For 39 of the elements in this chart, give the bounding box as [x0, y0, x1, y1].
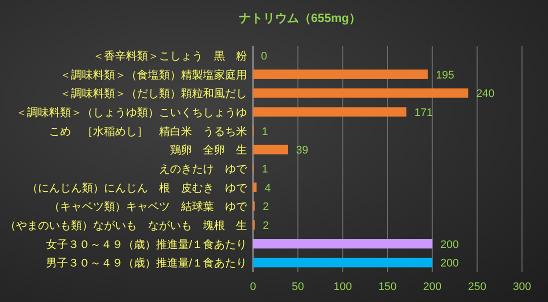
bar — [253, 70, 428, 79]
data-label: 2 — [262, 201, 269, 214]
bar — [253, 88, 468, 98]
data-label: 2 — [262, 220, 269, 232]
data-label: 4 — [264, 182, 271, 194]
y-tick-label: （キャベツ類）キャベツ 結球葉 ゆで — [49, 200, 248, 214]
chart-title: ナトリウム（655mg） — [238, 11, 362, 25]
data-label: 195 — [436, 69, 454, 82]
y-tick-label: ＜調味料類＞（食塩類）精製塩家庭用 — [60, 68, 247, 82]
data-label: 240 — [476, 88, 495, 100]
x-tick-label: 300 — [512, 281, 532, 293]
x-tick-label: 150 — [378, 281, 397, 293]
x-tick-label: 200 — [423, 281, 442, 293]
data-label: 200 — [440, 238, 459, 251]
x-tick-label: 250 — [468, 281, 486, 293]
data-label: 0 — [261, 50, 268, 62]
bar — [253, 107, 406, 117]
y-tick-label: ＜調味料類＞（しょうゆ類）こいくちしょうゆ — [16, 106, 247, 119]
bar — [253, 182, 257, 192]
bar — [253, 258, 432, 268]
bar — [253, 239, 432, 248]
y-tick-label: （にんじん類）にんじん 根 皮むき ゆで — [27, 181, 248, 194]
x-tick-label: 50 — [292, 281, 304, 293]
y-tick-label: 男子３０～４９（歳）推進量/１食あたり — [46, 256, 247, 270]
y-tick-label: えのきたけ ゆで — [159, 163, 248, 176]
data-label: 39 — [296, 144, 308, 157]
bar — [253, 144, 288, 154]
data-label: 1 — [262, 126, 268, 138]
y-tick-label: ＜香辛料類＞こしょう 黒 粉 — [93, 49, 247, 62]
data-label: 171 — [414, 106, 433, 119]
y-tick-label: 鶏卵 全卵 生 — [170, 144, 247, 157]
data-label: 200 — [440, 258, 459, 270]
y-tick-label: 女子３０～４９（歳）推進量/１食あたり — [46, 238, 247, 251]
y-tick-label: ＜調味料類＞（だし類）顆粒和風だし — [60, 87, 247, 100]
y-tick-label: こめ ［水稲めし］ 精白米 うるち米 — [49, 124, 247, 138]
data-label: 1 — [262, 163, 268, 176]
x-tick-label: 0 — [250, 281, 256, 293]
x-tick-label: 100 — [333, 281, 352, 293]
y-tick-label: （やまのいも類）ながいも ながいも 塊根 生 — [5, 218, 247, 232]
